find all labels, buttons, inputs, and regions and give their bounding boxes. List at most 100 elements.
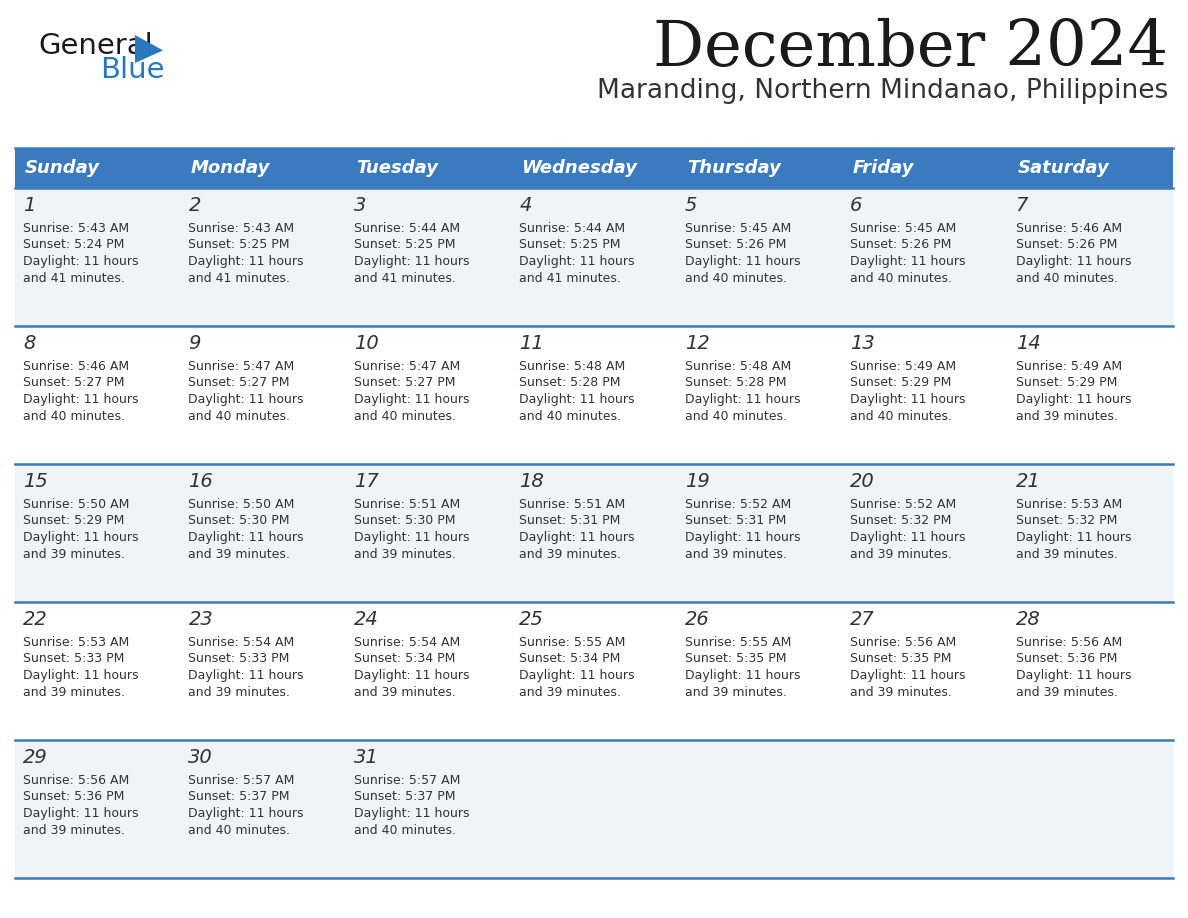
Text: Saturday: Saturday — [1018, 159, 1110, 177]
Text: Daylight: 11 hours: Daylight: 11 hours — [354, 531, 469, 544]
Text: Sunrise: 5:45 AM: Sunrise: 5:45 AM — [851, 222, 956, 235]
Text: Daylight: 11 hours: Daylight: 11 hours — [189, 393, 304, 406]
Text: 20: 20 — [851, 472, 874, 491]
Text: Daylight: 11 hours: Daylight: 11 hours — [1016, 393, 1131, 406]
Text: and 39 minutes.: and 39 minutes. — [851, 686, 952, 699]
Text: 27: 27 — [851, 610, 874, 629]
Text: 8: 8 — [23, 334, 36, 353]
Text: Sunset: 5:29 PM: Sunset: 5:29 PM — [851, 376, 952, 389]
Text: Sunrise: 5:56 AM: Sunrise: 5:56 AM — [851, 636, 956, 649]
Text: 22: 22 — [23, 610, 48, 629]
Text: Sunset: 5:24 PM: Sunset: 5:24 PM — [23, 239, 125, 252]
Text: 12: 12 — [684, 334, 709, 353]
Text: Tuesday: Tuesday — [356, 159, 438, 177]
Text: and 40 minutes.: and 40 minutes. — [1016, 272, 1118, 285]
Text: Daylight: 11 hours: Daylight: 11 hours — [189, 669, 304, 682]
Text: Daylight: 11 hours: Daylight: 11 hours — [23, 531, 139, 544]
Bar — [15, 602, 1173, 740]
Text: Sunset: 5:25 PM: Sunset: 5:25 PM — [519, 239, 621, 252]
Text: Daylight: 11 hours: Daylight: 11 hours — [519, 531, 634, 544]
Text: Sunset: 5:25 PM: Sunset: 5:25 PM — [354, 239, 455, 252]
Text: Sunrise: 5:50 AM: Sunrise: 5:50 AM — [23, 498, 129, 511]
Text: 19: 19 — [684, 472, 709, 491]
Text: 28: 28 — [1016, 610, 1041, 629]
Text: Sunset: 5:34 PM: Sunset: 5:34 PM — [519, 653, 620, 666]
Text: Sunset: 5:27 PM: Sunset: 5:27 PM — [23, 376, 125, 389]
Text: Daylight: 11 hours: Daylight: 11 hours — [1016, 255, 1131, 268]
Text: Sunset: 5:27 PM: Sunset: 5:27 PM — [189, 376, 290, 389]
Text: and 40 minutes.: and 40 minutes. — [354, 823, 456, 836]
Text: 4: 4 — [519, 196, 532, 215]
Text: Sunset: 5:32 PM: Sunset: 5:32 PM — [851, 514, 952, 528]
Text: Sunset: 5:36 PM: Sunset: 5:36 PM — [23, 790, 125, 803]
Text: Daylight: 11 hours: Daylight: 11 hours — [519, 255, 634, 268]
Text: Daylight: 11 hours: Daylight: 11 hours — [851, 393, 966, 406]
Text: and 39 minutes.: and 39 minutes. — [519, 547, 621, 561]
Text: Sunrise: 5:53 AM: Sunrise: 5:53 AM — [1016, 498, 1121, 511]
Text: Daylight: 11 hours: Daylight: 11 hours — [189, 807, 304, 820]
Text: Daylight: 11 hours: Daylight: 11 hours — [354, 393, 469, 406]
Text: Blue: Blue — [100, 56, 164, 84]
Text: Sunrise: 5:56 AM: Sunrise: 5:56 AM — [1016, 636, 1121, 649]
Text: Daylight: 11 hours: Daylight: 11 hours — [354, 255, 469, 268]
Text: Daylight: 11 hours: Daylight: 11 hours — [684, 669, 801, 682]
Text: Sunset: 5:33 PM: Sunset: 5:33 PM — [23, 653, 125, 666]
Text: Daylight: 11 hours: Daylight: 11 hours — [354, 669, 469, 682]
Text: Sunrise: 5:52 AM: Sunrise: 5:52 AM — [851, 498, 956, 511]
Text: Sunrise: 5:44 AM: Sunrise: 5:44 AM — [354, 222, 460, 235]
Text: Sunrise: 5:48 AM: Sunrise: 5:48 AM — [519, 360, 626, 373]
Text: Sunrise: 5:47 AM: Sunrise: 5:47 AM — [189, 360, 295, 373]
Text: 11: 11 — [519, 334, 544, 353]
Text: Daylight: 11 hours: Daylight: 11 hours — [851, 669, 966, 682]
Text: 25: 25 — [519, 610, 544, 629]
Bar — [15, 148, 1173, 188]
Text: Monday: Monday — [190, 159, 270, 177]
Text: and 40 minutes.: and 40 minutes. — [519, 409, 621, 422]
Text: Sunset: 5:37 PM: Sunset: 5:37 PM — [189, 790, 290, 803]
Text: 30: 30 — [189, 748, 213, 767]
Text: 3: 3 — [354, 196, 366, 215]
Text: Sunset: 5:29 PM: Sunset: 5:29 PM — [23, 514, 125, 528]
Text: Sunset: 5:32 PM: Sunset: 5:32 PM — [1016, 514, 1117, 528]
Text: Sunset: 5:28 PM: Sunset: 5:28 PM — [684, 376, 786, 389]
Text: Daylight: 11 hours: Daylight: 11 hours — [519, 393, 634, 406]
Text: Daylight: 11 hours: Daylight: 11 hours — [354, 807, 469, 820]
Text: Sunset: 5:35 PM: Sunset: 5:35 PM — [851, 653, 952, 666]
Text: Daylight: 11 hours: Daylight: 11 hours — [851, 255, 966, 268]
Text: 10: 10 — [354, 334, 379, 353]
Text: and 39 minutes.: and 39 minutes. — [1016, 686, 1118, 699]
Text: Sunrise: 5:52 AM: Sunrise: 5:52 AM — [684, 498, 791, 511]
Text: Thursday: Thursday — [687, 159, 781, 177]
Text: and 41 minutes.: and 41 minutes. — [189, 272, 290, 285]
Text: and 41 minutes.: and 41 minutes. — [23, 272, 125, 285]
Text: Daylight: 11 hours: Daylight: 11 hours — [684, 531, 801, 544]
Text: Sunset: 5:25 PM: Sunset: 5:25 PM — [189, 239, 290, 252]
Text: Sunrise: 5:46 AM: Sunrise: 5:46 AM — [1016, 222, 1121, 235]
Bar — [15, 188, 1173, 326]
Text: and 40 minutes.: and 40 minutes. — [354, 409, 456, 422]
Text: General: General — [38, 32, 153, 60]
Text: Daylight: 11 hours: Daylight: 11 hours — [1016, 669, 1131, 682]
Text: and 40 minutes.: and 40 minutes. — [684, 409, 786, 422]
Text: Sunset: 5:26 PM: Sunset: 5:26 PM — [851, 239, 952, 252]
Text: Sunset: 5:34 PM: Sunset: 5:34 PM — [354, 653, 455, 666]
Text: 17: 17 — [354, 472, 379, 491]
Text: 5: 5 — [684, 196, 697, 215]
Text: 26: 26 — [684, 610, 709, 629]
Text: Sunrise: 5:45 AM: Sunrise: 5:45 AM — [684, 222, 791, 235]
Text: Daylight: 11 hours: Daylight: 11 hours — [23, 669, 139, 682]
Text: and 39 minutes.: and 39 minutes. — [851, 547, 952, 561]
Text: and 39 minutes.: and 39 minutes. — [519, 686, 621, 699]
Text: Sunrise: 5:48 AM: Sunrise: 5:48 AM — [684, 360, 791, 373]
Text: 13: 13 — [851, 334, 874, 353]
Text: and 39 minutes.: and 39 minutes. — [684, 686, 786, 699]
Text: Sunrise: 5:56 AM: Sunrise: 5:56 AM — [23, 774, 129, 787]
Bar — [15, 740, 1173, 878]
Text: and 39 minutes.: and 39 minutes. — [23, 823, 125, 836]
Text: and 39 minutes.: and 39 minutes. — [189, 686, 290, 699]
Text: Sunset: 5:35 PM: Sunset: 5:35 PM — [684, 653, 786, 666]
Text: 23: 23 — [189, 610, 213, 629]
Text: and 39 minutes.: and 39 minutes. — [1016, 547, 1118, 561]
Bar — [15, 464, 1173, 602]
Bar — [15, 326, 1173, 464]
